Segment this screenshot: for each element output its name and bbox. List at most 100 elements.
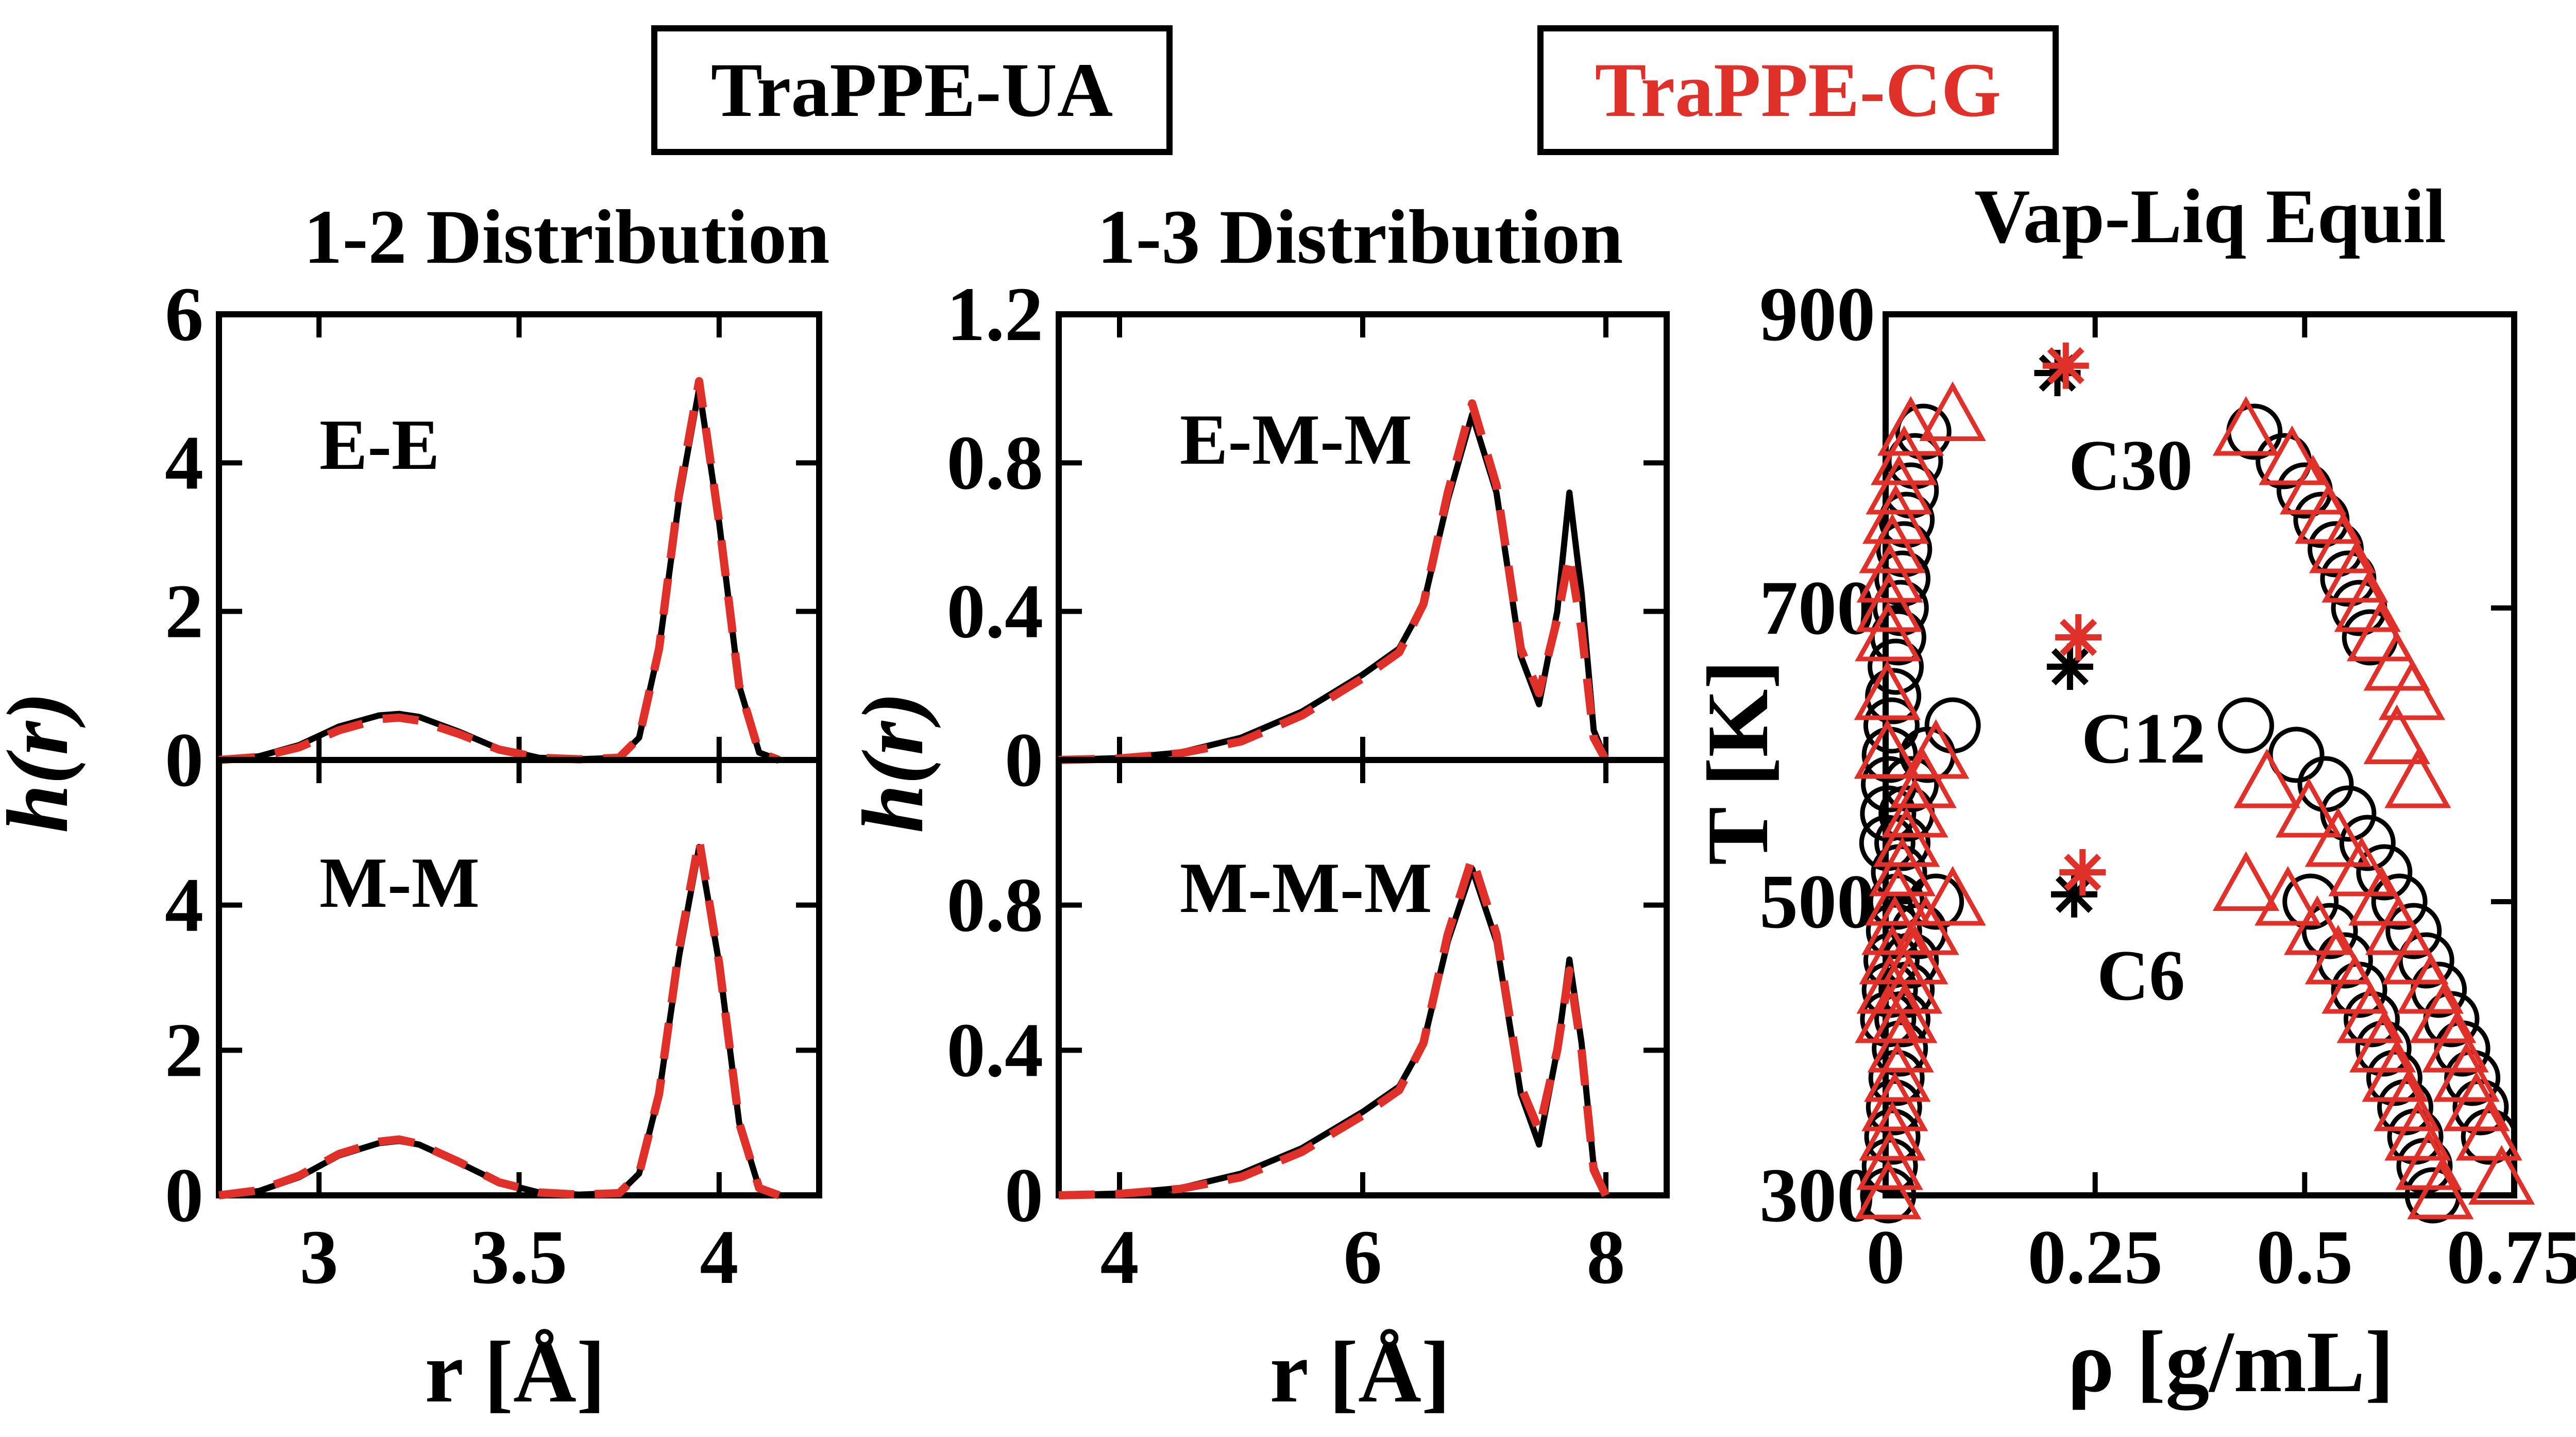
title-1-3: 1-3 Distribution <box>1097 194 1623 280</box>
y-tick-label: 0 <box>1005 1153 1043 1238</box>
ua-point <box>2339 815 2396 871</box>
cg-critical-point-stroke <box>2047 347 2084 384</box>
cg-point <box>2407 1159 2474 1220</box>
xlabel-1-2: r [Å] <box>425 1324 606 1421</box>
ua-point <box>1872 580 1929 636</box>
ua-point <box>2461 1108 2517 1165</box>
y-tick-label: 6 <box>165 272 204 357</box>
cg-point <box>2349 1012 2416 1073</box>
x-tick-label: 3.5 <box>471 1214 568 1300</box>
cg-point <box>1855 601 1922 662</box>
legend: TraPPE-UA TraPPE-CG <box>651 25 2059 155</box>
cg-point <box>1854 719 1921 779</box>
cg-point <box>2255 866 2321 926</box>
cg-point <box>2374 1071 2441 1131</box>
xlabel-1-3: r [Å] <box>1270 1324 1451 1421</box>
cg-point <box>2279 454 2347 515</box>
ua-point <box>2282 873 2339 930</box>
cg-point <box>2233 748 2300 808</box>
panel-frame <box>1056 757 1670 1198</box>
cg-point <box>1855 572 1923 632</box>
ua-point <box>1883 756 1939 813</box>
cg-point <box>1861 895 1928 955</box>
cg-point <box>2321 543 2388 603</box>
ylabel-1-2: h(r) <box>0 692 86 833</box>
cg-point <box>2422 1012 2489 1073</box>
y-tick-label: 0.8 <box>947 863 1044 948</box>
ylabel-vle: T [K] <box>1689 660 1786 865</box>
series-line-cg <box>1058 854 1610 1199</box>
cg-critical-point <box>2055 614 2102 661</box>
cg-point <box>2321 954 2388 1014</box>
label-M-M-M: M-M-M <box>1180 848 1432 928</box>
label-C12: C12 <box>2081 699 2206 779</box>
cg-point <box>2382 924 2449 985</box>
series-line-cg <box>218 835 781 1199</box>
x-tick-label: 8 <box>1587 1214 1625 1300</box>
cg-point <box>1859 924 1926 985</box>
ua-point <box>1863 697 1920 754</box>
ua-point <box>2356 844 2413 901</box>
label-E-M-M: E-M-M <box>1180 400 1412 480</box>
cg-point <box>2384 748 2451 808</box>
cg-point <box>2309 513 2376 573</box>
ua-point <box>1860 1167 1917 1224</box>
x-tick-label: 0.75 <box>2447 1214 2576 1300</box>
cg-point <box>1864 1042 1931 1102</box>
x-tick-label: 6 <box>1344 1214 1382 1300</box>
legend-ua-label: TraPPE-UA <box>711 47 1113 133</box>
cg-point <box>1856 543 1923 603</box>
cg-point <box>2410 983 2477 1043</box>
cg-point <box>1902 719 1970 779</box>
ua-critical-point <box>2046 644 2093 690</box>
x-tick-label: 0.25 <box>2027 1214 2163 1300</box>
ua-point <box>2371 873 2428 930</box>
cg-point <box>1866 454 1933 515</box>
series-line-cg <box>1058 399 1610 764</box>
ua-point <box>1895 403 1952 460</box>
cg-point <box>1865 866 1932 926</box>
x-tick-label: 0 <box>1867 1214 1905 1300</box>
ua-point <box>1908 873 1964 930</box>
ua-point <box>2217 697 2274 754</box>
y-tick-label: 0 <box>165 1153 204 1238</box>
x-tick-label: 4 <box>1100 1214 1139 1300</box>
series-line-ua <box>218 844 781 1198</box>
label-C6: C6 <box>2097 936 2185 1016</box>
cg-point <box>1919 381 1986 441</box>
cg-point <box>2304 924 2372 985</box>
cg-point <box>1882 777 1948 838</box>
ua-point <box>1868 638 1924 695</box>
legend-ua-box <box>651 25 1173 155</box>
title-1-2: 1-2 Distribution <box>304 194 830 280</box>
y-tick-label: 2 <box>165 1007 204 1093</box>
cg-point <box>2395 1130 2462 1190</box>
cg-point <box>2212 396 2280 456</box>
cg-critical-point <box>2059 849 2106 895</box>
cg-point <box>1854 660 1921 720</box>
cg-point <box>2304 807 2372 867</box>
cg-point <box>2378 660 2446 720</box>
cg-point <box>1919 866 1986 926</box>
cg-point <box>1856 954 1923 1014</box>
plot-1-2-M-M: 0 2 4 3 3.5 4 <box>165 757 822 1300</box>
panel-frame <box>216 757 822 1198</box>
panel-frame <box>216 311 822 763</box>
cg-point <box>1856 1130 1923 1190</box>
y-tick-label: 300 <box>1759 1153 1875 1238</box>
ua-point <box>1860 785 1917 842</box>
plot-1-3-E-M-M: 0 0.4 0.8 1.2 <box>947 272 1670 803</box>
cg-point <box>1873 807 1940 867</box>
ua-point <box>2385 903 2442 959</box>
ua-point <box>2320 785 2377 842</box>
ylabel-1-3: h(r) <box>844 692 941 833</box>
y-tick-label: 0 <box>165 717 204 803</box>
x-tick-label: 0.5 <box>2257 1214 2353 1300</box>
cg-point <box>1855 1159 1922 1220</box>
cg-point <box>1890 748 1957 808</box>
cg-point <box>2384 1101 2451 1161</box>
cg-point <box>1855 983 1922 1043</box>
cg-point <box>2443 1071 2510 1131</box>
cg-critical-point-stroke <box>2060 618 2097 656</box>
